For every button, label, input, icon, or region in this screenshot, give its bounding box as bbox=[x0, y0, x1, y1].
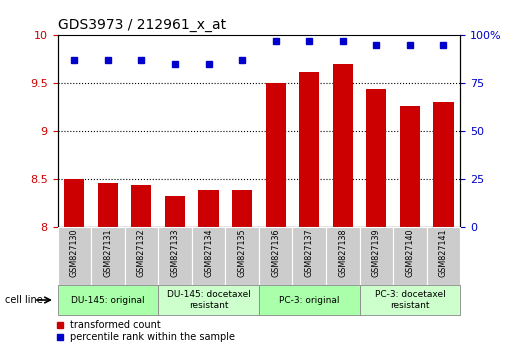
Bar bbox=[158, 227, 192, 285]
Bar bbox=[192, 227, 225, 285]
Bar bbox=[91, 227, 124, 285]
Text: GSM827136: GSM827136 bbox=[271, 228, 280, 277]
Text: GSM827139: GSM827139 bbox=[372, 228, 381, 277]
Text: GSM827135: GSM827135 bbox=[237, 228, 247, 277]
Text: cell line: cell line bbox=[5, 295, 43, 305]
Bar bbox=[64, 179, 84, 227]
Bar bbox=[400, 106, 420, 227]
Bar bbox=[427, 227, 460, 285]
Bar bbox=[259, 227, 292, 285]
Bar bbox=[58, 285, 158, 315]
Bar bbox=[333, 64, 353, 227]
Text: PC-3: docetaxel
resistant: PC-3: docetaxel resistant bbox=[374, 290, 445, 310]
Bar bbox=[124, 227, 158, 285]
Text: GDS3973 / 212961_x_at: GDS3973 / 212961_x_at bbox=[58, 18, 225, 33]
Bar bbox=[199, 190, 219, 227]
Bar bbox=[393, 227, 427, 285]
Text: GSM827140: GSM827140 bbox=[405, 228, 414, 277]
Text: GSM827133: GSM827133 bbox=[170, 228, 179, 277]
Bar bbox=[360, 227, 393, 285]
Bar bbox=[58, 227, 91, 285]
Bar bbox=[232, 190, 252, 227]
Bar bbox=[131, 184, 152, 227]
Bar bbox=[165, 196, 185, 227]
Bar bbox=[326, 227, 360, 285]
Text: transformed count: transformed count bbox=[70, 320, 161, 330]
Text: GSM827138: GSM827138 bbox=[338, 228, 347, 277]
Text: percentile rank within the sample: percentile rank within the sample bbox=[70, 332, 235, 342]
Text: DU-145: original: DU-145: original bbox=[71, 296, 145, 304]
Text: GSM827131: GSM827131 bbox=[104, 228, 112, 277]
Bar bbox=[292, 227, 326, 285]
Bar bbox=[434, 102, 453, 227]
Text: GSM827134: GSM827134 bbox=[204, 228, 213, 277]
Bar bbox=[225, 227, 259, 285]
Text: DU-145: docetaxel
resistant: DU-145: docetaxel resistant bbox=[167, 290, 251, 310]
Text: GSM827130: GSM827130 bbox=[70, 228, 79, 277]
Bar bbox=[158, 285, 259, 315]
Text: GSM827132: GSM827132 bbox=[137, 228, 146, 277]
Bar bbox=[366, 89, 386, 227]
Text: GSM827141: GSM827141 bbox=[439, 228, 448, 277]
Text: GSM827137: GSM827137 bbox=[305, 228, 314, 277]
Bar bbox=[259, 285, 360, 315]
Bar bbox=[360, 285, 460, 315]
Bar bbox=[299, 72, 319, 227]
Text: PC-3: original: PC-3: original bbox=[279, 296, 339, 304]
Bar bbox=[98, 183, 118, 227]
Bar bbox=[266, 83, 286, 227]
